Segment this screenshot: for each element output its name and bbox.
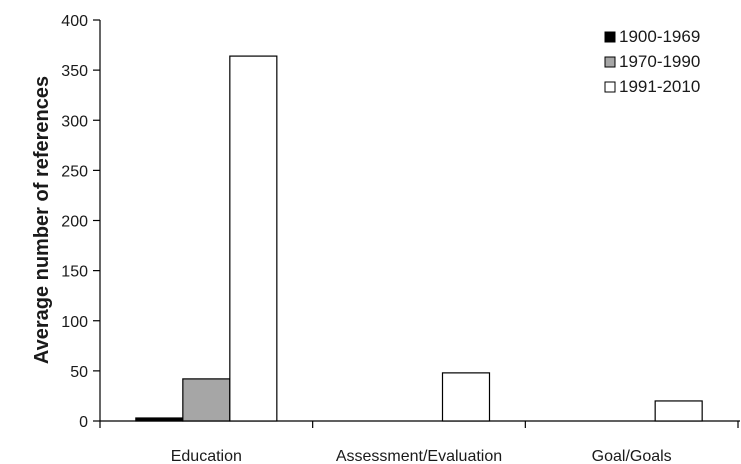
bar-1991-2010-Education	[229, 55, 278, 422]
bars	[135, 55, 703, 422]
y-tick-label: 0	[79, 414, 88, 431]
legend: 1900-1969 1970-1990 1991-2010	[604, 27, 700, 96]
legend-swatch	[604, 81, 616, 93]
bar-1900-1969-Education	[135, 417, 184, 422]
bar-1970-1990-Education	[182, 378, 231, 422]
y-tick-label: 150	[61, 264, 88, 281]
y-tick-label: 300	[61, 113, 88, 130]
legend-swatch	[604, 56, 616, 68]
y-tick-label: 350	[61, 63, 88, 80]
legend-swatch	[604, 31, 616, 43]
x-tick-label: Goal/Goals	[592, 448, 672, 464]
y-axis-title: Average number of references	[31, 76, 53, 364]
x-tick-label: Education	[171, 448, 242, 464]
y-tick-label: 100	[61, 314, 88, 331]
x-axis-ticks: Education Assessment/Evaluation Goal/Goals	[99, 421, 739, 464]
legend-label: 1900-1969	[619, 27, 700, 46]
x-tick-label: Assessment/Evaluation	[336, 448, 502, 464]
y-tick-label: 250	[61, 163, 88, 180]
legend-label: 1970-1990	[619, 52, 700, 71]
legend-label: 1991-2010	[619, 77, 700, 96]
y-tick-label: 50	[70, 364, 88, 381]
bar-1991-2010-Assessment/Evaluation	[441, 372, 491, 422]
y-tick-label: 200	[61, 214, 88, 231]
y-axis-ticks: 0 50 100 150 200 250 300 350 400	[61, 13, 100, 431]
bar-1991-2010-Goal/Goals	[654, 400, 703, 422]
y-tick-label: 400	[61, 13, 88, 30]
